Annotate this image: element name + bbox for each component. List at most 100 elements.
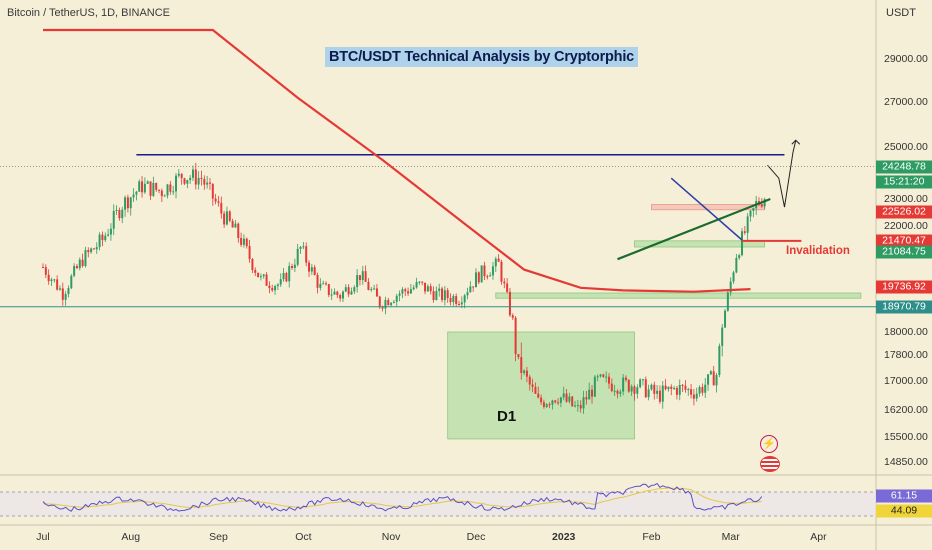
candle-body [574,405,577,407]
candle-body [364,271,367,282]
candle-body [149,181,152,196]
candle-body [370,289,373,291]
candle-body [673,388,676,390]
candle-body [75,266,78,269]
candle-body [639,379,642,388]
candle-body [305,246,308,263]
candle-body [760,204,763,207]
candle-body [429,286,432,292]
symbol-label: Bitcoin / TetherUS, 1D, BINANCE [7,7,171,19]
candle-body [698,387,701,394]
x-tick-label: Feb [642,531,661,543]
candle-body [373,288,376,290]
candle-body [568,396,571,402]
candle-body [458,303,461,305]
candle-body [557,402,560,404]
candle-body [588,389,591,400]
candle-body [525,370,528,377]
candle-body [630,386,633,392]
candle-body [274,286,277,291]
y-tick-label: 23000.00 [884,193,928,205]
x-tick-label: Oct [295,531,312,543]
y-tick-label: 16200.00 [884,404,928,416]
candle-body [166,184,169,196]
candle-body [92,248,95,250]
projection-arrow [791,139,801,145]
candle-body [565,393,568,402]
candle-body [721,327,724,346]
chart-title: BTC/USDT Technical Analysis by Cryptorph… [325,47,639,67]
y-tick-label: 14850.00 [884,456,928,468]
candle-body [644,379,647,398]
candle-body [143,183,146,193]
candle-body [381,307,384,309]
candle-body [78,259,81,269]
candle-body [231,220,234,228]
candle-body [109,228,112,235]
candle-body [73,266,76,276]
candle-body [172,191,175,193]
candle-body [398,293,401,296]
candle-body [483,265,486,277]
candle-body [58,288,61,290]
candle-body [548,404,551,406]
candle-body [124,197,127,210]
lightning-icon[interactable]: ⚡ [760,435,778,453]
candle-body [42,267,44,268]
candle-body [279,279,282,285]
candle-body [477,272,480,283]
candle-body [378,296,381,308]
candle-body [44,267,47,275]
us-flag-icon[interactable] [760,456,780,472]
candle-body [610,383,613,392]
price-tag: 19736.92 [876,280,932,294]
candle-body [50,279,53,282]
candle-body [531,384,534,387]
candle-body [551,400,554,405]
candle-body [593,376,596,397]
candle-body [675,388,678,395]
candle-body [254,269,257,273]
candle-body [613,390,616,392]
candle-body [47,274,50,282]
candle-body [678,384,681,395]
candle-body [466,292,469,296]
candle-body [341,291,344,299]
candle-body [282,273,285,280]
candle-body [633,386,636,394]
candle-body [211,183,214,199]
candle-body [605,376,608,378]
candle-body [228,211,231,221]
candle-body [387,299,390,306]
candle-body [138,181,141,192]
y-tick-label: 25000.00 [884,141,928,153]
candle-body [291,266,294,268]
candle-body [310,267,313,272]
candle-body [695,393,698,399]
candle-body [661,385,664,402]
candle-body [432,291,435,300]
y-tick-label: 29000.00 [884,53,928,65]
candle-body [98,234,101,248]
candle-body [576,404,579,406]
candle-body [322,283,325,285]
candle-body [135,191,138,195]
candle-body [141,181,144,193]
candle-body [217,201,220,203]
price-tag: 22526.02 [876,205,932,219]
candle-body [624,377,627,380]
candle-body [579,404,582,409]
candle-body [251,259,254,270]
rsi-value-tag: 44.09 [876,504,932,518]
candle-body [160,190,163,197]
candle-body [112,211,115,229]
candle-body [474,272,477,288]
x-tick-label: Dec [466,531,486,543]
candle-body [480,265,483,283]
candle-body [390,302,393,306]
candle-body [129,197,132,209]
price-tag: 15:21:20 [876,175,932,189]
candle-body [667,386,670,390]
y-tick-label: 18000.00 [884,326,928,338]
